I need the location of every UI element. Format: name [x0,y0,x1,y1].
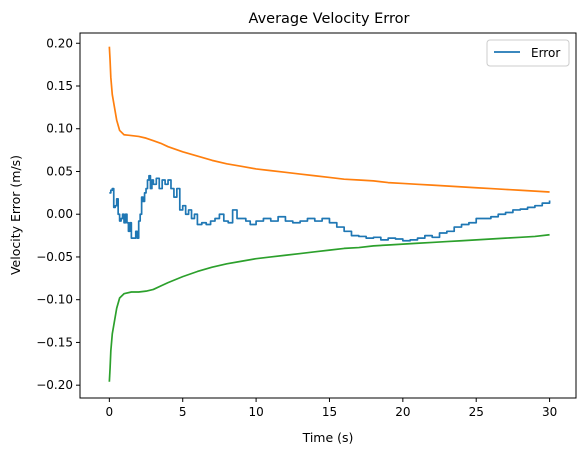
legend-label-error: Error [531,46,560,60]
y-tick-label: 0.15 [46,79,73,93]
error-series-line [109,176,549,241]
plot-frame [80,33,576,398]
y-tick-label: 0.20 [46,36,73,50]
x-tick-label: 10 [248,405,263,419]
lower-bound-line [109,235,549,382]
y-tick-label: 0.10 [46,122,73,136]
y-tick-label: −0.20 [36,378,73,392]
y-axis-ticks: −0.20 −0.15 −0.10 −0.05 0.00 0.05 0.10 0.15 0.20 [36,36,80,392]
x-tick-label: 0 [106,405,114,419]
y-tick-label: −0.15 [36,335,73,349]
x-axis-ticks: 0 5 10 15 20 25 30 [106,398,558,419]
y-tick-label: −0.05 [36,250,73,264]
x-tick-label: 25 [469,405,484,419]
y-tick-label: 0.00 [46,207,73,221]
y-axis-label: Velocity Error (m/s) [8,155,23,275]
chart-title: Average Velocity Error [249,11,410,27]
x-tick-label: 15 [322,405,337,419]
x-axis-label: Time (s) [302,430,354,445]
y-tick-label: −0.10 [36,293,73,307]
x-tick-label: 30 [542,405,557,419]
plot-lines [109,47,549,382]
upper-bound-line [109,47,549,192]
legend: Error [487,40,569,66]
x-tick-label: 20 [395,405,410,419]
x-tick-label: 5 [179,405,187,419]
y-tick-label: 0.05 [46,164,73,178]
